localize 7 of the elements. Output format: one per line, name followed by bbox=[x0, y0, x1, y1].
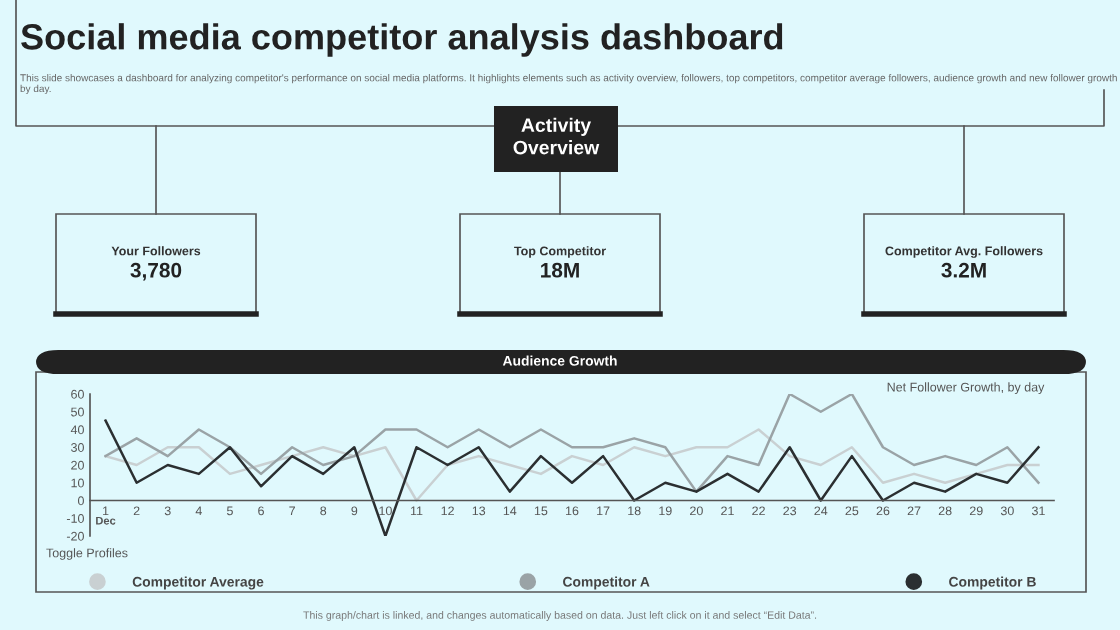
text: 3.2M bbox=[941, 262, 986, 278]
line-series bbox=[104, 394, 1040, 493]
text: Activity Overview bbox=[513, 117, 600, 155]
line-series bbox=[104, 428, 1040, 502]
text: 3,780 bbox=[130, 262, 182, 281]
text: 18M bbox=[541, 262, 579, 278]
chart-title: Social media competitor analysis dashboard bbox=[21, 23, 783, 57]
